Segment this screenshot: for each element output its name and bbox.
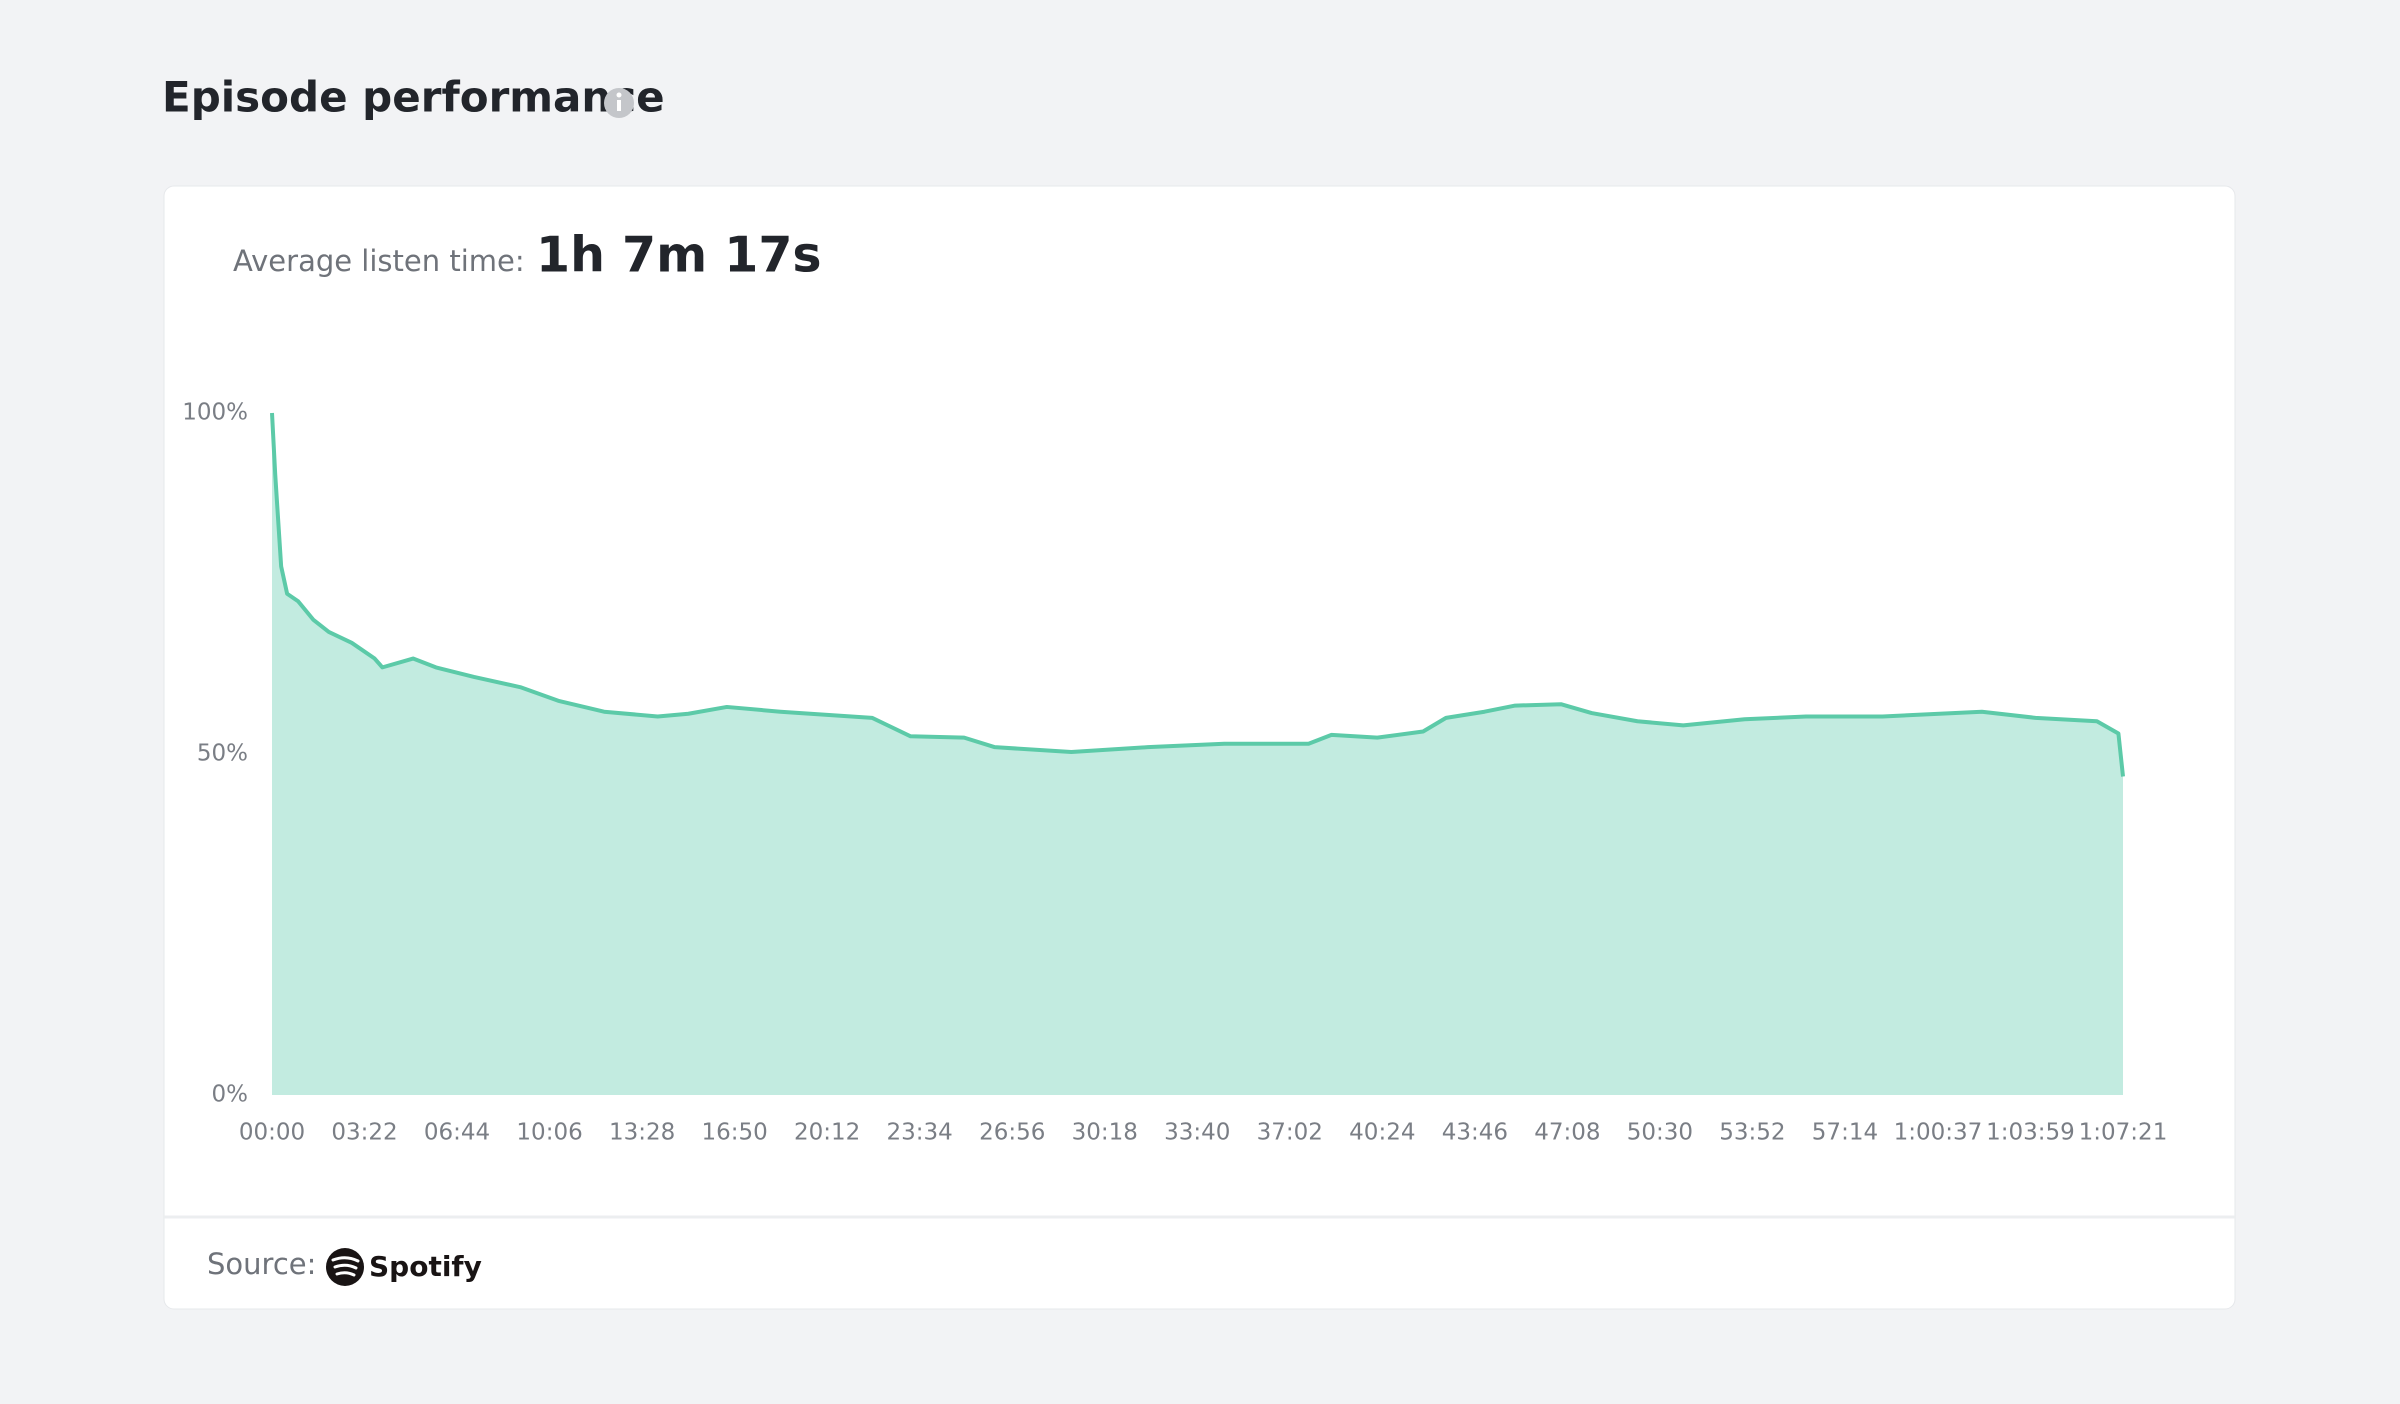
x-tick-label: 37:02 [1257, 1120, 1323, 1146]
x-tick-label: 30:18 [1072, 1120, 1138, 1146]
spotify-logo [326, 1248, 364, 1286]
x-tick-label: 43:46 [1442, 1120, 1508, 1146]
x-tick-label: 23:34 [887, 1120, 953, 1146]
x-tick-label: 50:30 [1627, 1120, 1693, 1146]
x-tick-label: 10:06 [516, 1120, 582, 1146]
summary-label: Average listen time: [233, 244, 525, 278]
x-tick-label: 1:03:59 [1986, 1120, 2075, 1146]
x-tick-label: 06:44 [424, 1120, 490, 1146]
source-label: Source: [207, 1247, 316, 1281]
x-tick-label: 13:28 [609, 1120, 675, 1146]
x-tick-label: 1:00:37 [1894, 1120, 1983, 1146]
source-brand: Spotify [369, 1250, 482, 1283]
section-title: Episode performance [162, 73, 665, 122]
x-tick-label: 53:52 [1719, 1120, 1785, 1146]
summary-value: 1h 7m 17s [536, 227, 822, 284]
x-tick-label: 1:07:21 [2079, 1120, 2168, 1146]
x-tick-label: 20:12 [794, 1120, 860, 1146]
y-tick-label: 100% [182, 400, 248, 426]
x-tick-label: 40:24 [1349, 1120, 1415, 1146]
x-tick-label: 33:40 [1164, 1120, 1230, 1146]
x-tick-label: 57:14 [1812, 1120, 1878, 1146]
retention-line [270, 412, 2125, 777]
y-tick-label: 50% [197, 741, 248, 767]
area-fill [272, 413, 2123, 1095]
x-tick-label: 26:56 [979, 1120, 1045, 1146]
y-tick-label: 0% [212, 1082, 249, 1108]
x-tick-label: 03:22 [331, 1120, 397, 1146]
x-tick-label: 16:50 [701, 1120, 767, 1146]
x-tick-label: 00:00 [239, 1120, 305, 1146]
x-tick-label: 47:08 [1534, 1120, 1600, 1146]
info-icon[interactable] [604, 88, 634, 118]
